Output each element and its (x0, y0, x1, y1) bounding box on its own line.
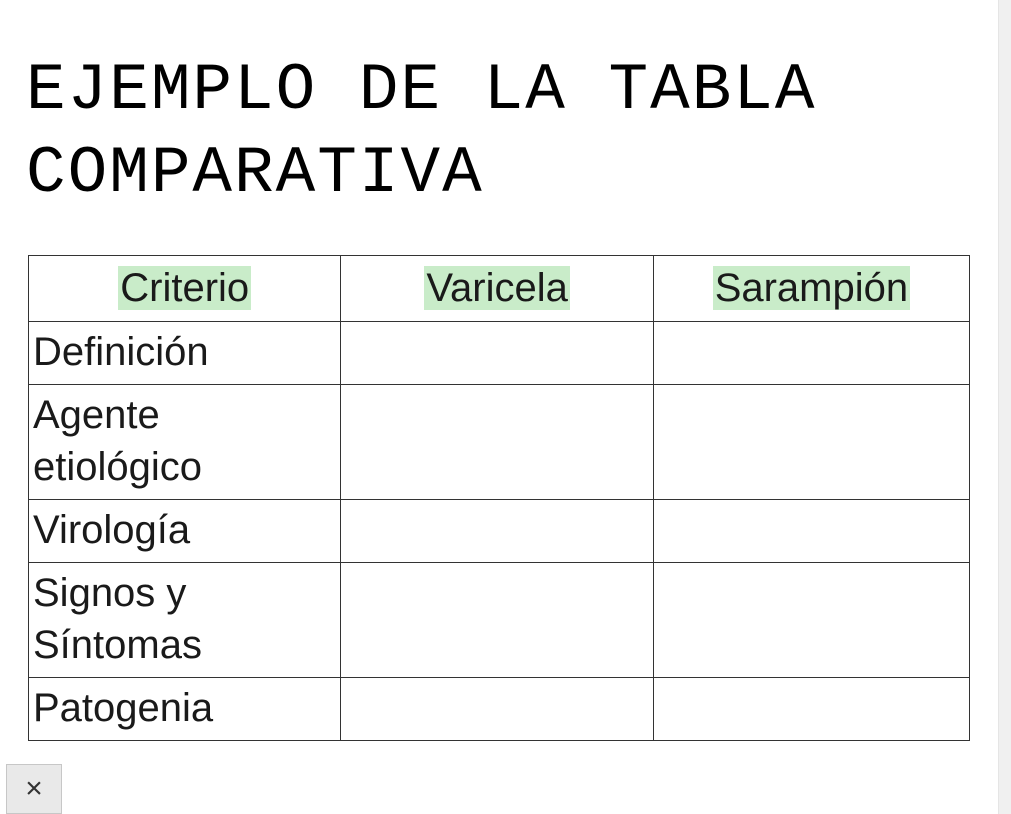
header-label: Criterio (118, 266, 251, 310)
column-header-sarampion: Sarampión (653, 256, 969, 322)
column-header-varicela: Varicela (341, 256, 653, 322)
header-label: Sarampión (713, 266, 910, 310)
close-button[interactable]: × (6, 764, 62, 814)
row-label: Agente etiológico (29, 385, 341, 500)
close-icon: × (25, 772, 43, 806)
cell (341, 500, 653, 563)
cell (653, 500, 969, 563)
cell (653, 678, 969, 741)
row-label: Patogenia (29, 678, 341, 741)
cell (653, 563, 969, 678)
table-row: Agente etiológico (29, 385, 970, 500)
table-row: Definición (29, 322, 970, 385)
cell (653, 385, 969, 500)
column-header-criterio: Criterio (29, 256, 341, 322)
table-header-row: Criterio Varicela Sarampión (29, 256, 970, 322)
row-label: Definición (29, 322, 341, 385)
page-title: EJEMPLO DE LA TABLA COMPARATIVA (26, 50, 985, 215)
header-label: Varicela (424, 266, 570, 310)
table-row: Patogenia (29, 678, 970, 741)
table-body: Definición Agente etiológico Virología S… (29, 322, 970, 741)
comparison-table-wrap: Criterio Varicela Sarampión Definición A… (26, 255, 985, 741)
scrollbar-vertical[interactable] (998, 0, 1011, 814)
table-row: Virología (29, 500, 970, 563)
cell (341, 385, 653, 500)
cell (341, 563, 653, 678)
comparison-table: Criterio Varicela Sarampión Definición A… (28, 255, 970, 741)
row-label: Virología (29, 500, 341, 563)
row-label: Signos y Síntomas (29, 563, 341, 678)
cell (341, 678, 653, 741)
table-row: Signos y Síntomas (29, 563, 970, 678)
cell (653, 322, 969, 385)
content-area: EJEMPLO DE LA TABLA COMPARATIVA Criterio… (0, 0, 1011, 741)
cell (341, 322, 653, 385)
